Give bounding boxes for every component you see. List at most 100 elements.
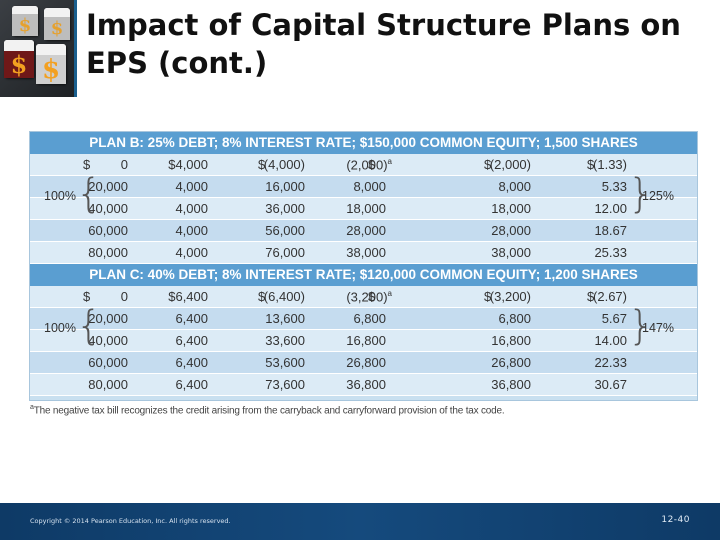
cell-interest: 4,000 [175, 245, 208, 260]
currency-symbol: $ [484, 289, 492, 304]
plan-header-label: PLAN C: 40% DEBT; 8% INTEREST RATE; $120… [89, 267, 638, 282]
cell-eps: 14.00 [594, 333, 627, 348]
eps-change-label: 125% [642, 189, 674, 203]
table-row: 20,000 4,000 16,000 8,000 8,000 5.33 [30, 176, 697, 198]
cell-net: 26,800 [491, 355, 531, 370]
currency-symbol: $ [484, 157, 492, 172]
cell-net: 16,800 [491, 333, 531, 348]
cell-ebit: 40,000 [88, 201, 128, 216]
logo-divider [74, 0, 77, 97]
table-row: 40,000 4,000 36,000 18,000 18,000 12.00 [30, 198, 697, 220]
cell-tax: (3,200)a [346, 289, 392, 305]
cell-tax: 8,000 [353, 179, 386, 194]
cell-ebit: 20,000 [88, 179, 128, 194]
currency-symbol: $ [368, 157, 376, 172]
cell-eps: 12.00 [594, 201, 627, 216]
cell-ebit: 80,000 [88, 245, 128, 260]
cell-eps: 5.33 [601, 179, 627, 194]
table-row: 60,000 4,000 56,000 28,000 28,000 18.67 [30, 220, 697, 242]
table-row: 20,000 6,400 13,600 6,800 6,800 5.67 [30, 308, 697, 330]
currency-symbol: $ [587, 157, 595, 172]
left-brace-icon: { [76, 171, 102, 217]
dollar-cube-icon: $ [44, 8, 70, 40]
cell-net: 6,800 [498, 311, 531, 326]
cell-tax: 6,800 [353, 311, 386, 326]
cell-eps: 22.33 [594, 355, 627, 370]
cell-ebt: 13,600 [265, 311, 305, 326]
slide-title: Impact of Capital Structure Plans on EPS… [86, 8, 681, 80]
cell-ebt: (6,400) [263, 289, 305, 304]
cell-tax: 38,000 [346, 245, 386, 260]
cell-ebit: 40,000 [88, 333, 128, 348]
cell-tax: 18,000 [346, 201, 386, 216]
eps-change-label: 147% [642, 321, 674, 335]
currency-symbol: $ [83, 157, 91, 172]
table-row: 80,000 6,400 73,600 36,800 36,800 30.67 [30, 374, 697, 396]
plan-b-header: PLAN B: 25% DEBT; 8% INTEREST RATE; $150… [30, 132, 697, 154]
page-number: 12-40 [661, 515, 690, 525]
currency-symbol: $ [258, 289, 266, 304]
footer-bar: Copyright © 2014 Pearson Education, Inc.… [0, 503, 720, 540]
cell-ebit: 60,000 [88, 223, 128, 238]
cell-net: 38,000 [491, 245, 531, 260]
cell-interest: 6,400 [175, 377, 208, 392]
footnote: aThe negative tax bill recognizes the cr… [30, 404, 505, 417]
currency-symbol: $ [587, 289, 595, 304]
cell-interest: 6,400 [175, 355, 208, 370]
table-row: 80,000 4,000 76,000 38,000 38,000 25.33 [30, 242, 697, 264]
cell-ebt: 56,000 [265, 223, 305, 238]
right-brace-icon: } [628, 171, 654, 217]
table-row: 60,000 6,400 53,600 26,800 26,800 22.33 [30, 352, 697, 374]
cell-eps: 30.67 [594, 377, 627, 392]
cell-eps: 25.33 [594, 245, 627, 260]
dollar-cube-icon: $ [12, 6, 38, 36]
dollar-cube-icon: $ [4, 40, 34, 79]
table-row: $0 $6,400 $ (6,400) $ (3,200)a $ (3,200) $ (2.67) [30, 286, 697, 308]
cell-interest: 4,000 [175, 179, 208, 194]
cell-ebt: 16,000 [265, 179, 305, 194]
cell-ebt: 53,600 [265, 355, 305, 370]
plan-header-label: PLAN B: 25% DEBT; 8% INTEREST RATE; $150… [89, 135, 638, 150]
cell-tax: 26,800 [346, 355, 386, 370]
cell-net: 18,000 [491, 201, 531, 216]
currency-symbol: $ [368, 289, 376, 304]
cell-eps: (2.67) [593, 289, 627, 304]
cell-ebt: 33,600 [265, 333, 305, 348]
cell-interest: 4,000 [175, 223, 208, 238]
ebit-change-label: 100% [44, 321, 76, 335]
cell-tax: 36,800 [346, 377, 386, 392]
cell-net: (3,200) [489, 289, 531, 304]
cell-ebit: 80,000 [88, 377, 128, 392]
cell-interest: $4,000 [168, 157, 208, 172]
right-brace-icon: } [628, 303, 654, 349]
cell-eps: 5.67 [601, 311, 627, 326]
cell-tax: 28,000 [346, 223, 386, 238]
table-row: 40,000 6,400 33,600 16,800 16,800 14.00 [30, 330, 697, 352]
cell-ebit: 60,000 [88, 355, 128, 370]
eps-table: PLAN B: 25% DEBT; 8% INTEREST RATE; $150… [29, 131, 698, 401]
cell-tax: 16,800 [346, 333, 386, 348]
cell-eps: 18.67 [594, 223, 627, 238]
left-brace-icon: { [76, 303, 102, 349]
cell-net: 28,000 [491, 223, 531, 238]
currency-symbol: $ [258, 157, 266, 172]
cell-tax: (2,000)a [346, 157, 392, 173]
copyright-text: Copyright © 2014 Pearson Education, Inc.… [30, 517, 231, 525]
cell-ebt: 76,000 [265, 245, 305, 260]
cell-net: 8,000 [498, 179, 531, 194]
cell-ebit: 20,000 [88, 311, 128, 326]
table-row: $0 $4,000 $ (4,000) $ (2,000)a $ (2,000) $ (1.33) [30, 154, 697, 176]
currency-symbol: $ [83, 289, 91, 304]
cell-ebt: 36,000 [265, 201, 305, 216]
cell-eps: (1.33) [593, 157, 627, 172]
dollar-cube-icon: $ [36, 44, 66, 85]
cell-net: (2,000) [489, 157, 531, 172]
cell-net: 36,800 [491, 377, 531, 392]
cell-interest: 6,400 [175, 333, 208, 348]
cell-ebt: (4,000) [263, 157, 305, 172]
cell-ebt: 73,600 [265, 377, 305, 392]
publisher-logo: $ $ $ $ [0, 0, 76, 97]
ebit-change-label: 100% [44, 189, 76, 203]
cell-ebit: 0 [120, 289, 128, 304]
plan-c-header: PLAN C: 40% DEBT; 8% INTEREST RATE; $120… [30, 264, 697, 286]
